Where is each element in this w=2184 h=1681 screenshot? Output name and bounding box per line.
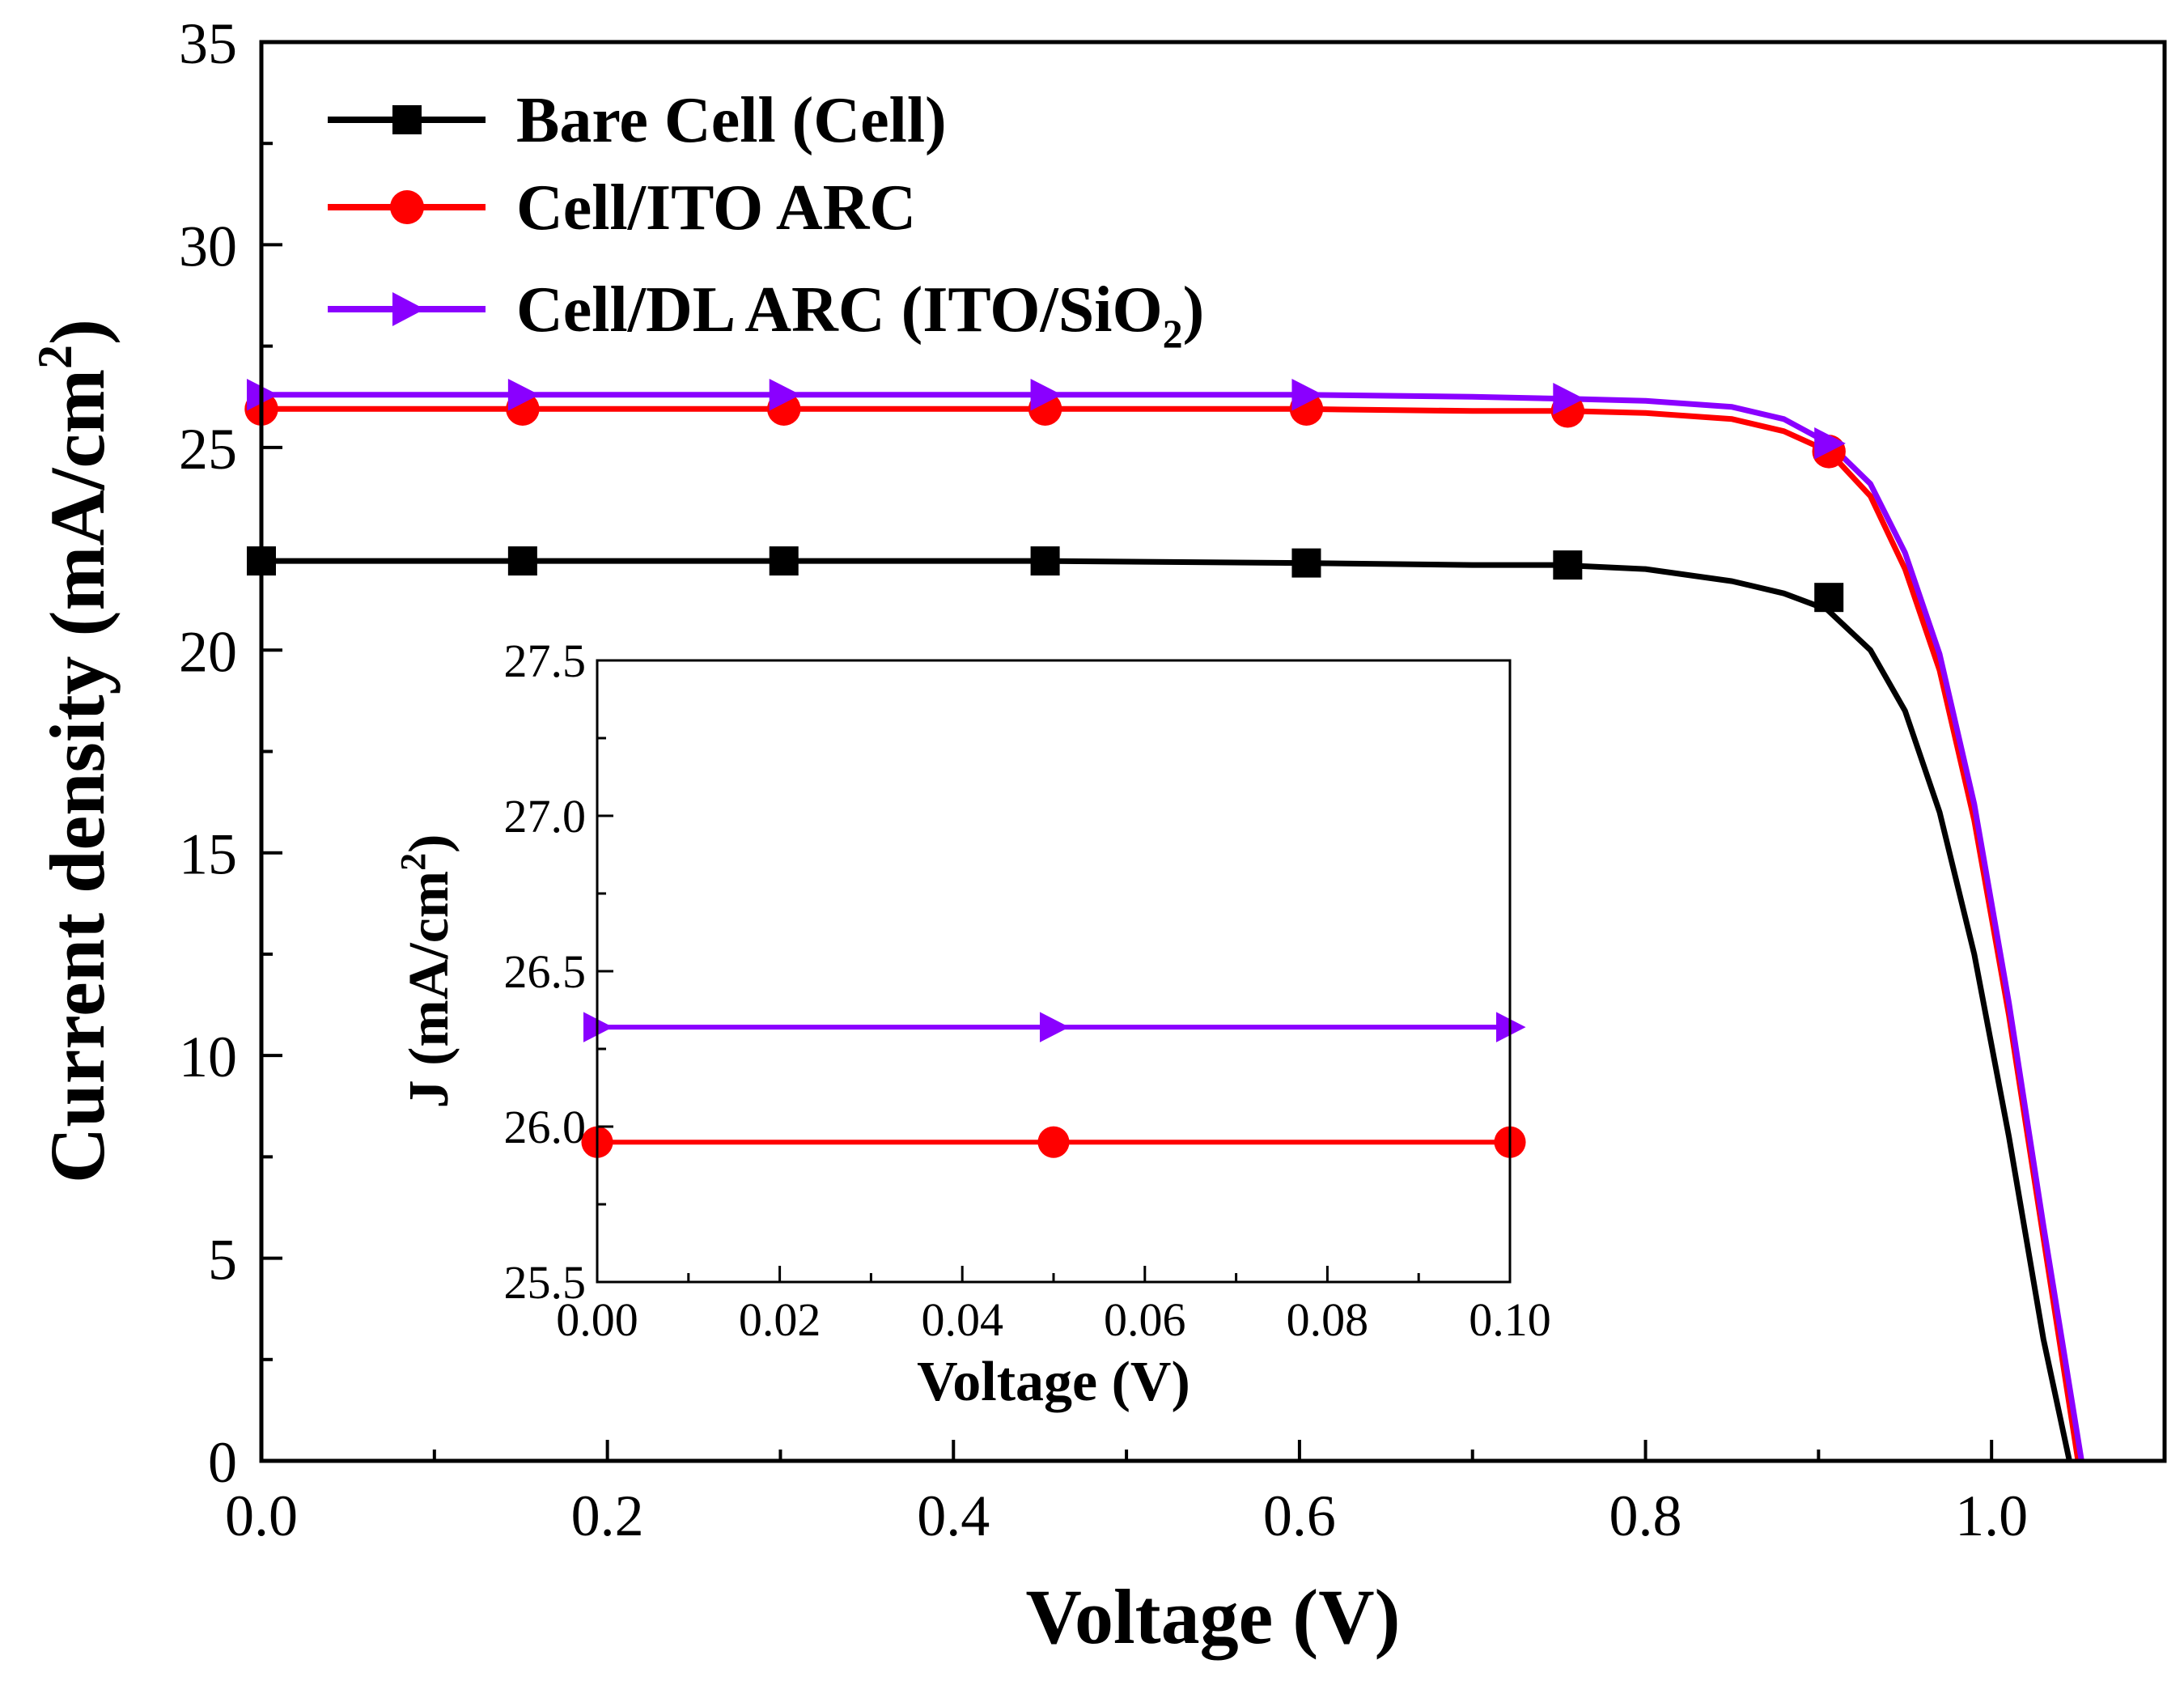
main-series-3-point [507, 378, 540, 411]
legend-label-dl: Cell/DL ARC (ITO/SiO2) [516, 274, 1204, 356]
inset-y-axis-title-end: ) [398, 834, 460, 853]
inset-y-tick-label: 26.5 [504, 945, 587, 998]
main-series-3-point [1814, 427, 1846, 460]
inset-y-tick-label: 26.0 [504, 1101, 587, 1153]
main-y-tick-label: 20 [179, 619, 237, 684]
main-series-3-point [1030, 378, 1062, 411]
main-x-tick-label: 0.4 [917, 1484, 990, 1548]
main-y-axis-title-sup: 2 [28, 345, 82, 369]
legend-label-dl-sub: 2 [1163, 311, 1183, 356]
main-x-axis-title: Voltage (V) [1025, 1573, 1400, 1660]
inset-x-tick-label: 0.08 [1287, 1293, 1369, 1346]
main-x-tick-label: 0.6 [1263, 1484, 1336, 1548]
main-series-3-point [1291, 378, 1324, 411]
legend-label-ito: Cell/ITO ARC [516, 172, 916, 244]
main-y-tick-label: 25 [179, 417, 237, 482]
main-series-3-point [769, 378, 801, 411]
inset-chart: 0.00 0.02 0.04 0.06 0.08 0.10 25.5 26.0 26.5 27.0… [393, 635, 1551, 1413]
main-y-tick-label: 10 [179, 1025, 237, 1089]
main-series-line-1 [261, 558, 2072, 1462]
inset-y-tick-label: 27.5 [504, 635, 587, 687]
legend-marker-circle [390, 190, 424, 224]
inset-x-tick-label: 0.06 [1104, 1293, 1186, 1346]
main-series-3-point [1553, 382, 1585, 415]
main-y-tick-label: 30 [179, 214, 237, 278]
main-y-tick-label: 5 [208, 1228, 237, 1293]
main-y-axis-title-end: ) [34, 319, 121, 345]
legend-label-bare: Bare Cell (Cell) [516, 85, 947, 156]
inset-y-tick-label: 25.5 [504, 1256, 587, 1309]
inset-y-tick-label: 27.0 [504, 790, 587, 843]
main-x-tick-label: 0.2 [571, 1484, 644, 1548]
main-x-tick-label: 0.0 [225, 1484, 298, 1548]
inset-x-tick-label: 0.00 [556, 1293, 638, 1346]
main-y-tick-label: 0 [208, 1430, 237, 1495]
inset-series-2-point [1040, 1012, 1070, 1042]
inset-ticks: 0.00 0.02 0.04 0.06 0.08 0.10 25.5 26.0 26.5 27.0… [504, 635, 1551, 1346]
inset-x-tick-label: 0.04 [921, 1293, 1003, 1346]
main-y-tick-label: 35 [179, 11, 237, 76]
inset-y-axis-title: J (mA/cm2) [393, 834, 460, 1109]
inset-y-axis-title-sup: 2 [393, 853, 433, 871]
inset-x-tick-label: 0.02 [739, 1293, 821, 1346]
main-chart: 0.0 0.2 0.4 0.6 0.8 1.0 0 5 10 15 20 25 30 35 Voltage… [28, 11, 2167, 1660]
legend-label-dl-end: ) [1183, 274, 1205, 346]
inset-series-1-point [1037, 1126, 1070, 1158]
main-series-1-point [769, 546, 799, 576]
main-y-axis-title: Current density (mA/cm2) [28, 319, 121, 1183]
inset-x-axis-title: Voltage (V) [917, 1351, 1190, 1413]
main-series-1-point [507, 546, 537, 576]
inset-x-tick-label: 0.10 [1469, 1293, 1551, 1346]
main-x-tick-label: 0.8 [1609, 1484, 1682, 1548]
legend-marker-square [392, 105, 422, 134]
inset-series-group [581, 1012, 1526, 1158]
inset-background [597, 660, 1510, 1282]
main-series-1-point [1030, 546, 1060, 576]
main-series-1-point [1814, 583, 1844, 613]
main-series-1-point [1291, 548, 1321, 578]
legend-marker-triangle [392, 292, 425, 326]
main-y-tick-label: 15 [179, 822, 237, 887]
main-series-line-3 [261, 392, 2084, 1462]
main-y-axis-title-group: Current density (mA/cm2) [28, 319, 121, 1183]
main-x-tick-label: 1.0 [1955, 1484, 2028, 1548]
main-ticks: 0.0 0.2 0.4 0.6 0.8 1.0 0 5 10 15 20 25 30 35 [179, 11, 2166, 1548]
legend: Bare Cell (Cell) Cell/ITO ARC Cell/DL AR… [328, 85, 1204, 356]
inset-y-axis-title-group: J (mA/cm2) [393, 834, 460, 1109]
main-series-1-point [1553, 550, 1583, 580]
